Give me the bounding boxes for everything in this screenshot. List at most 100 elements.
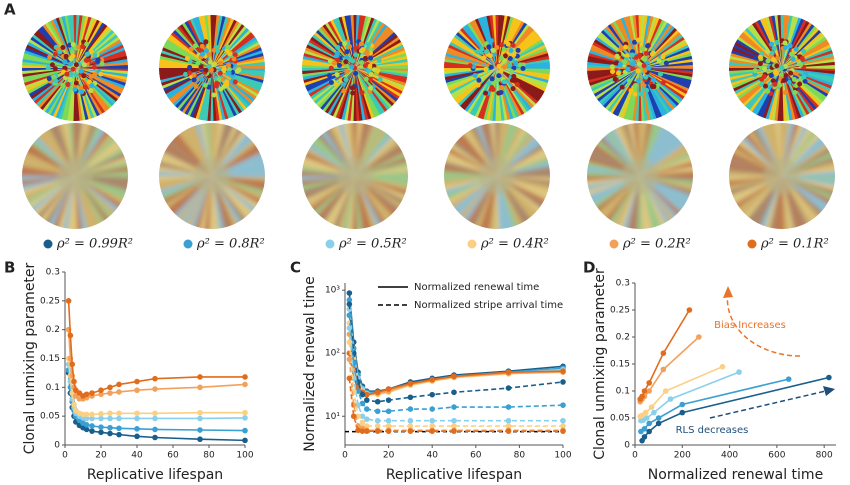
speck: [786, 79, 792, 85]
data-point: [134, 387, 140, 394]
speck: [368, 85, 374, 91]
data-point: [826, 374, 832, 381]
sector: [75, 20, 116, 69]
sector: [305, 68, 355, 106]
speck: [344, 54, 350, 60]
speck: [331, 60, 337, 66]
sector: [734, 68, 782, 109]
sector: [159, 68, 212, 75]
data-point: [152, 386, 158, 392]
sector: [782, 47, 835, 68]
data-point: [686, 307, 693, 313]
data-point: [560, 379, 566, 385]
sector: [587, 68, 640, 95]
data-point: [641, 434, 648, 440]
x-tick-label: 100: [236, 451, 253, 461]
data-point: [83, 411, 90, 418]
speck: [792, 90, 798, 96]
speck: [364, 50, 370, 56]
sector: [355, 68, 374, 121]
speck: [198, 64, 204, 70]
sector: [327, 15, 355, 68]
sector: [159, 37, 212, 68]
speck: [335, 44, 341, 50]
sector: [729, 68, 782, 92]
legend-label: Normalized renewal time: [414, 282, 539, 293]
speck: [69, 49, 75, 55]
sector: [355, 68, 371, 121]
sector: [355, 41, 408, 68]
data-point: [346, 290, 353, 296]
sector: [302, 37, 355, 68]
sector: [729, 68, 782, 79]
speck: [84, 51, 90, 57]
y-tick-label: 0.2: [46, 325, 60, 335]
speck: [649, 51, 655, 57]
speck: [72, 86, 78, 92]
sector: [640, 64, 693, 70]
speck: [622, 59, 628, 65]
sector: [445, 68, 497, 104]
speck: [787, 43, 793, 49]
sector: [640, 22, 683, 68]
data-point: [152, 434, 158, 441]
sector: [43, 68, 75, 121]
legend-label: Normalized stripe arrival time: [414, 300, 563, 311]
speck: [350, 58, 356, 64]
x-tick-label: 400: [721, 451, 738, 461]
data-point: [242, 427, 248, 434]
data-point: [197, 415, 203, 422]
sector: [159, 68, 212, 85]
speck: [788, 70, 794, 76]
x-tick-label: 600: [768, 451, 785, 461]
sector: [22, 68, 75, 89]
legend-swatch: [183, 239, 193, 249]
sector: [729, 68, 782, 89]
speck: [60, 82, 66, 88]
colony: [22, 123, 128, 229]
sector: [75, 54, 128, 68]
speck: [88, 88, 94, 94]
sector: [212, 68, 265, 102]
sector: [444, 68, 497, 85]
sector: [75, 68, 122, 110]
data-point: [152, 410, 158, 417]
speck: [328, 79, 334, 85]
speck: [49, 62, 55, 68]
sector: [343, 15, 355, 68]
y-tick-label: 0.2: [616, 333, 630, 343]
data-point: [134, 415, 140, 422]
speck: [498, 90, 504, 96]
x-tick-label: 200: [674, 451, 691, 461]
sector: [75, 22, 118, 68]
sector: [355, 68, 364, 121]
sector: [159, 68, 212, 89]
speck: [479, 46, 485, 52]
sector: [640, 30, 690, 68]
speck: [765, 88, 771, 94]
sector: [23, 68, 75, 104]
data-point: [359, 428, 366, 434]
sector: [592, 68, 640, 109]
data-point: [346, 325, 353, 331]
sector: [159, 68, 212, 82]
speck: [630, 61, 636, 67]
data-point: [71, 378, 77, 385]
speck: [752, 68, 758, 74]
data-point: [505, 417, 512, 424]
x-tick-label: 20: [383, 451, 395, 461]
speck: [191, 77, 197, 83]
speck: [483, 49, 489, 55]
sector: [624, 15, 640, 68]
sector: [640, 51, 693, 68]
data-point: [242, 374, 248, 380]
sector: [302, 68, 355, 95]
colony: [587, 123, 693, 229]
speck: [214, 80, 220, 86]
sector: [212, 18, 250, 68]
sector: [302, 66, 355, 72]
speck: [649, 84, 655, 90]
data-point: [98, 387, 104, 394]
sector: [37, 68, 75, 118]
data-point: [451, 373, 457, 380]
